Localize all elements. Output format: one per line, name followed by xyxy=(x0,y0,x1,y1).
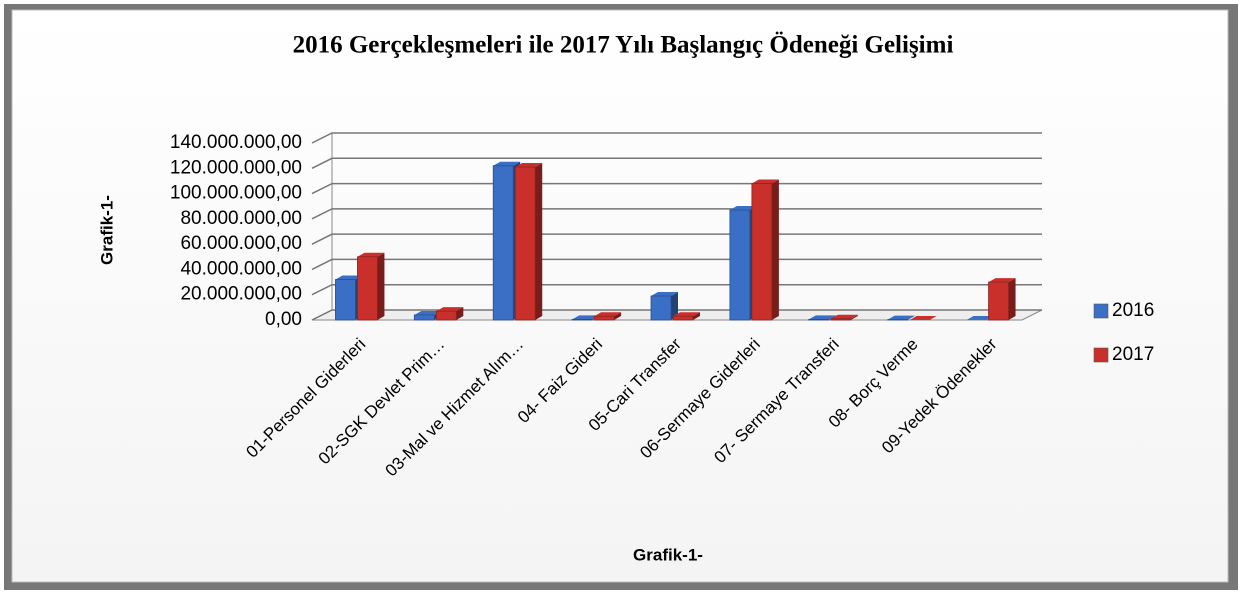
y-tick-label: 60.000.000,00 xyxy=(180,233,302,254)
bar xyxy=(514,166,536,321)
x-axis-label: Grafik-1- xyxy=(633,545,703,564)
bar-top xyxy=(808,315,836,320)
legend-swatch xyxy=(1093,347,1109,363)
frame xyxy=(11,9,1229,583)
grid-line xyxy=(311,208,1042,220)
bar xyxy=(751,183,773,321)
y-tick-label: 140.000.000,00 xyxy=(170,132,302,153)
y-tick-label: 40.000.000,00 xyxy=(180,258,302,279)
bar-top xyxy=(909,316,937,320)
y-tick-label: 100.000.000,00 xyxy=(170,183,302,204)
legend-swatch xyxy=(1093,303,1109,319)
bar xyxy=(492,165,514,321)
bar xyxy=(593,315,615,321)
legend-label: 2016 xyxy=(1112,300,1154,321)
bar xyxy=(413,314,435,321)
grid-line xyxy=(311,182,1042,195)
bar-top xyxy=(966,316,994,320)
grid-line xyxy=(311,283,1042,296)
grid-line xyxy=(311,157,1042,169)
bar-top xyxy=(436,307,464,312)
bar xyxy=(571,318,593,321)
y-tick-label: 120.000.000,00 xyxy=(170,157,302,178)
bar-side xyxy=(850,314,858,320)
bar-top xyxy=(729,206,757,211)
bar-top xyxy=(357,252,385,257)
bar xyxy=(729,209,751,321)
bar-top xyxy=(594,312,622,317)
bar-top xyxy=(414,310,442,315)
grid-line xyxy=(311,233,1042,245)
bar-top xyxy=(651,291,678,296)
bar-side xyxy=(614,312,622,320)
y-tick-label: 20.000.000,00 xyxy=(180,284,302,305)
bar-top xyxy=(493,161,521,166)
bar-top xyxy=(988,278,1016,283)
bar-side xyxy=(693,312,700,320)
grid-line xyxy=(311,309,1042,321)
bar-side xyxy=(771,179,779,320)
grid-line xyxy=(311,258,1042,271)
bar-top xyxy=(751,179,779,184)
y-tick-label: 0,00 xyxy=(265,309,302,330)
bar-top xyxy=(335,275,363,280)
bar-side xyxy=(671,291,678,320)
chart-title: 2016 Gerçekleşmeleri ile 2017 Yılı Başla… xyxy=(293,32,954,59)
bar xyxy=(335,279,356,321)
bar-side xyxy=(535,163,543,320)
bar-top xyxy=(673,312,700,317)
bar-side xyxy=(1008,278,1016,320)
grid-line xyxy=(311,132,1042,144)
y-axis-label: Grafik-1- xyxy=(97,195,116,265)
bar-top xyxy=(830,314,858,319)
bar-top xyxy=(515,163,543,168)
bar xyxy=(988,281,1009,321)
y-tick-label: 80.000.000,00 xyxy=(180,208,302,229)
bar xyxy=(672,315,694,321)
bar xyxy=(650,295,672,321)
bar-side xyxy=(907,315,915,320)
bar xyxy=(357,256,378,321)
bar-top xyxy=(887,315,915,320)
bar-side xyxy=(456,307,464,320)
bar xyxy=(830,318,852,321)
legend-label: 2017 xyxy=(1112,344,1154,365)
bar xyxy=(808,318,830,321)
bar-top xyxy=(572,315,600,320)
bar-side xyxy=(377,252,385,320)
bar xyxy=(435,310,457,321)
